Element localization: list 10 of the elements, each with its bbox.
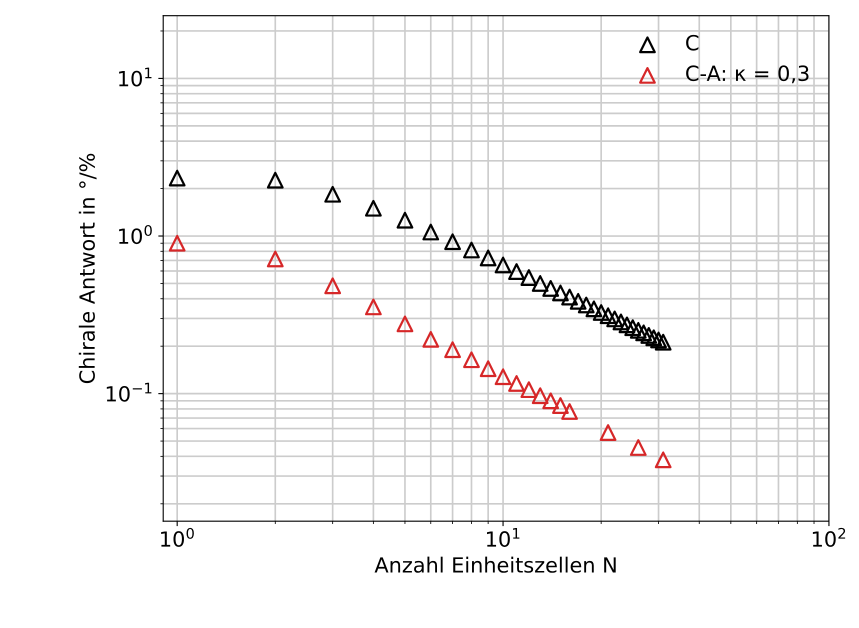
legend-label: C — [686, 34, 698, 51]
x-tick-label: 10$^{2}$ — [812, 528, 846, 547]
y-tick-label: 10$^{−1}$ — [106, 382, 152, 402]
y-tick-label: 10$^{0}$ — [119, 224, 152, 244]
x-axis-title: Anzahl Einheitszellen N — [374, 556, 616, 573]
legend-label: C-A: κ = 0,3 — [686, 65, 809, 84]
x-tick-label: 10$^{0}$ — [161, 528, 194, 547]
x-tick-label: 10$^{1}$ — [487, 528, 520, 547]
y-tick-label: 10$^{1}$ — [119, 68, 152, 86]
y-axis-title: Chirale Antwort in °/% — [78, 154, 97, 384]
